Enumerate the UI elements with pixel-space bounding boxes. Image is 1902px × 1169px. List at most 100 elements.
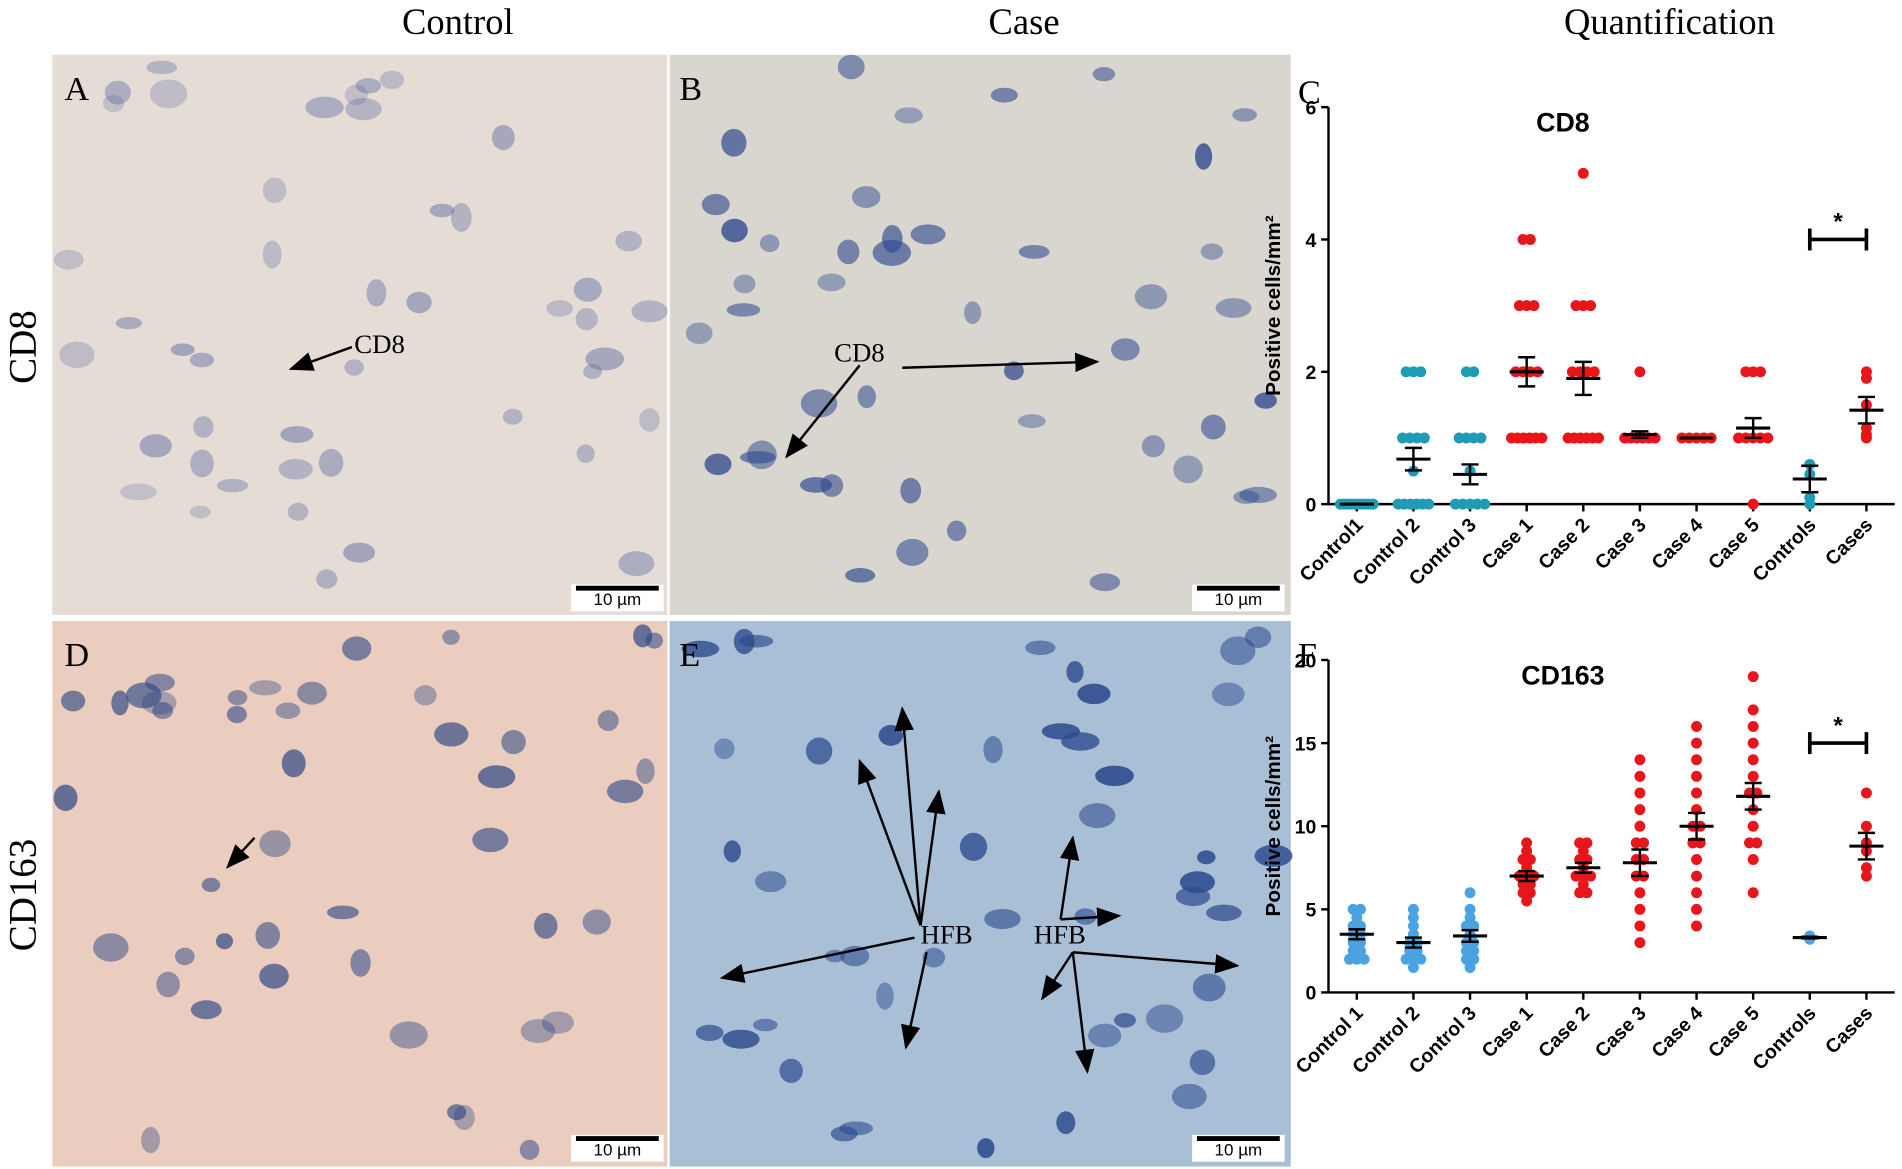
cell-nucleus — [977, 1138, 995, 1159]
cell-nucleus — [984, 908, 1021, 930]
annotation: CD8 — [834, 338, 885, 368]
cell-nucleus — [704, 453, 732, 476]
x-tick-label: Case 3 — [1591, 1002, 1651, 1062]
data-point — [1747, 721, 1759, 732]
cell-nucleus — [281, 749, 306, 778]
data-point — [1804, 492, 1816, 503]
cell-nucleus — [305, 96, 344, 119]
significance-label: * — [1833, 712, 1843, 739]
scale-bar-label: 10 µm — [1215, 590, 1263, 609]
cell-nucleus — [922, 947, 946, 968]
data-point — [1691, 770, 1703, 782]
cell-nucleus — [344, 359, 364, 376]
data-point — [1407, 962, 1419, 973]
cell-nucleus — [344, 84, 368, 106]
data-point — [1691, 721, 1703, 732]
data-point — [1464, 887, 1476, 899]
data-point — [1528, 300, 1540, 312]
data-point — [1468, 953, 1480, 965]
data-point — [1475, 432, 1487, 444]
data-point — [1747, 498, 1759, 510]
cell-nucleus — [447, 1104, 467, 1121]
cell-nucleus — [115, 316, 142, 330]
cell-nucleus — [1179, 871, 1215, 894]
data-point — [1464, 962, 1476, 973]
data-point — [1521, 895, 1533, 907]
cell-nucleus — [837, 54, 865, 80]
cell-nucleus — [342, 636, 372, 661]
x-tick-label: Case 2 — [1534, 1002, 1594, 1062]
cell-nucleus — [453, 1105, 475, 1131]
cell-nucleus — [597, 710, 619, 732]
cell-nucleus — [434, 722, 469, 747]
cell-nucleus — [830, 1126, 858, 1142]
data-point — [1464, 912, 1476, 924]
data-point — [1691, 787, 1703, 799]
x-tick-label: Case 4 — [1647, 514, 1707, 574]
cell-nucleus — [990, 87, 1018, 103]
column-header: Quantification — [1564, 1, 1775, 42]
x-tick-label: Controls — [1748, 514, 1820, 586]
cell-nucleus — [799, 477, 833, 493]
micrographs — [52, 54, 1293, 1167]
cell-nucleus — [259, 830, 291, 858]
data-point — [1747, 671, 1759, 683]
cell-nucleus — [1095, 765, 1134, 786]
cell-nucleus — [477, 765, 516, 789]
cell-nucleus — [1197, 850, 1216, 865]
arrows — [719, 706, 946, 1050]
cell-nucleus — [61, 690, 86, 712]
cell-nucleus — [582, 909, 611, 935]
cell-nucleus — [876, 982, 894, 1010]
cell-nucleus — [316, 569, 338, 589]
cell-nucleus — [894, 107, 923, 124]
cell-nucleus — [1220, 636, 1256, 666]
data-point — [1691, 903, 1703, 915]
data-point — [1415, 366, 1427, 378]
cell-nucleus — [259, 963, 289, 989]
cell-nucleus — [851, 186, 881, 208]
cell-nucleus — [1025, 640, 1056, 656]
panel-letter: C — [1298, 75, 1321, 112]
cell-nucleus — [59, 341, 95, 369]
cell-nucleus — [726, 303, 761, 317]
cell-nucleus — [355, 78, 382, 94]
data-point — [1860, 372, 1872, 384]
data-point — [1464, 903, 1476, 915]
scale-bars — [571, 584, 1285, 1162]
cell-nucleus — [111, 690, 129, 716]
y-tick-label: 5 — [1305, 900, 1316, 922]
data-point — [1634, 920, 1646, 932]
cell-nucleus — [156, 971, 180, 998]
data-point — [1354, 903, 1366, 915]
cell-nucleus — [983, 736, 1003, 764]
panel-letter: F — [1298, 637, 1317, 674]
data-point — [1860, 820, 1872, 832]
data-point — [1354, 945, 1366, 957]
arrows — [1040, 835, 1240, 1075]
x-tick-label: Case 4 — [1647, 1002, 1707, 1062]
cell-nucleus — [379, 70, 405, 90]
cell-nucleus — [189, 505, 211, 519]
cell-nucleus — [1056, 1111, 1076, 1135]
arrow — [226, 836, 256, 869]
cell-nucleus — [1074, 908, 1097, 925]
cell-nucleus — [1066, 660, 1084, 683]
panel-letter: E — [679, 637, 700, 674]
cell-nucleus — [759, 234, 780, 253]
data-point — [1691, 920, 1703, 932]
y-tick-label: 4 — [1305, 230, 1316, 252]
y-tick-label: 0 — [1305, 983, 1316, 1005]
data-point — [1407, 912, 1419, 924]
cell-nucleus — [201, 877, 221, 893]
cell-nucleus — [146, 60, 178, 75]
data-point — [1747, 754, 1759, 766]
cell-nucleus — [1145, 1004, 1184, 1033]
cell-nucleus — [681, 640, 720, 658]
data-point — [1762, 432, 1774, 444]
annotation: HFB — [1034, 920, 1086, 950]
annotation: HFB — [921, 920, 973, 950]
chart-title: CD163 — [1521, 660, 1604, 690]
row-label: CD8 — [1, 310, 44, 384]
